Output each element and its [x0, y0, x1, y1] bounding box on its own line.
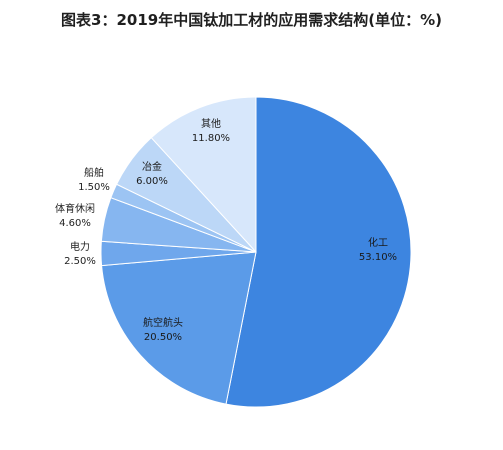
slice-name-label: 船舶	[84, 166, 104, 179]
slice-name-label: 冶金	[142, 160, 162, 173]
pie-slice-0	[225, 96, 412, 408]
slice-name-label: 化工	[368, 236, 388, 249]
slice-value-label: 6.00%	[136, 176, 168, 187]
slice-value-label: 20.50%	[144, 332, 182, 343]
slice-value-label: 2.50%	[64, 256, 96, 267]
chart-title: 图表3：2019年中国钛加工材的应用需求结构(单位：%)	[61, 11, 442, 29]
pie-slice-1	[101, 251, 257, 405]
slice-value-label: 1.50%	[78, 182, 110, 193]
slice-value-label: 4.60%	[59, 218, 91, 229]
slice-name-label: 其他	[201, 117, 221, 130]
pie-slice-6	[150, 96, 257, 254]
slice-value-label: 11.80%	[192, 133, 230, 144]
slice-name-label: 电力	[70, 240, 90, 253]
slice-name-label: 航空航头	[143, 316, 183, 329]
slice-name-label: 体育休闲	[55, 202, 95, 215]
slice-value-label: 53.10%	[359, 252, 397, 263]
